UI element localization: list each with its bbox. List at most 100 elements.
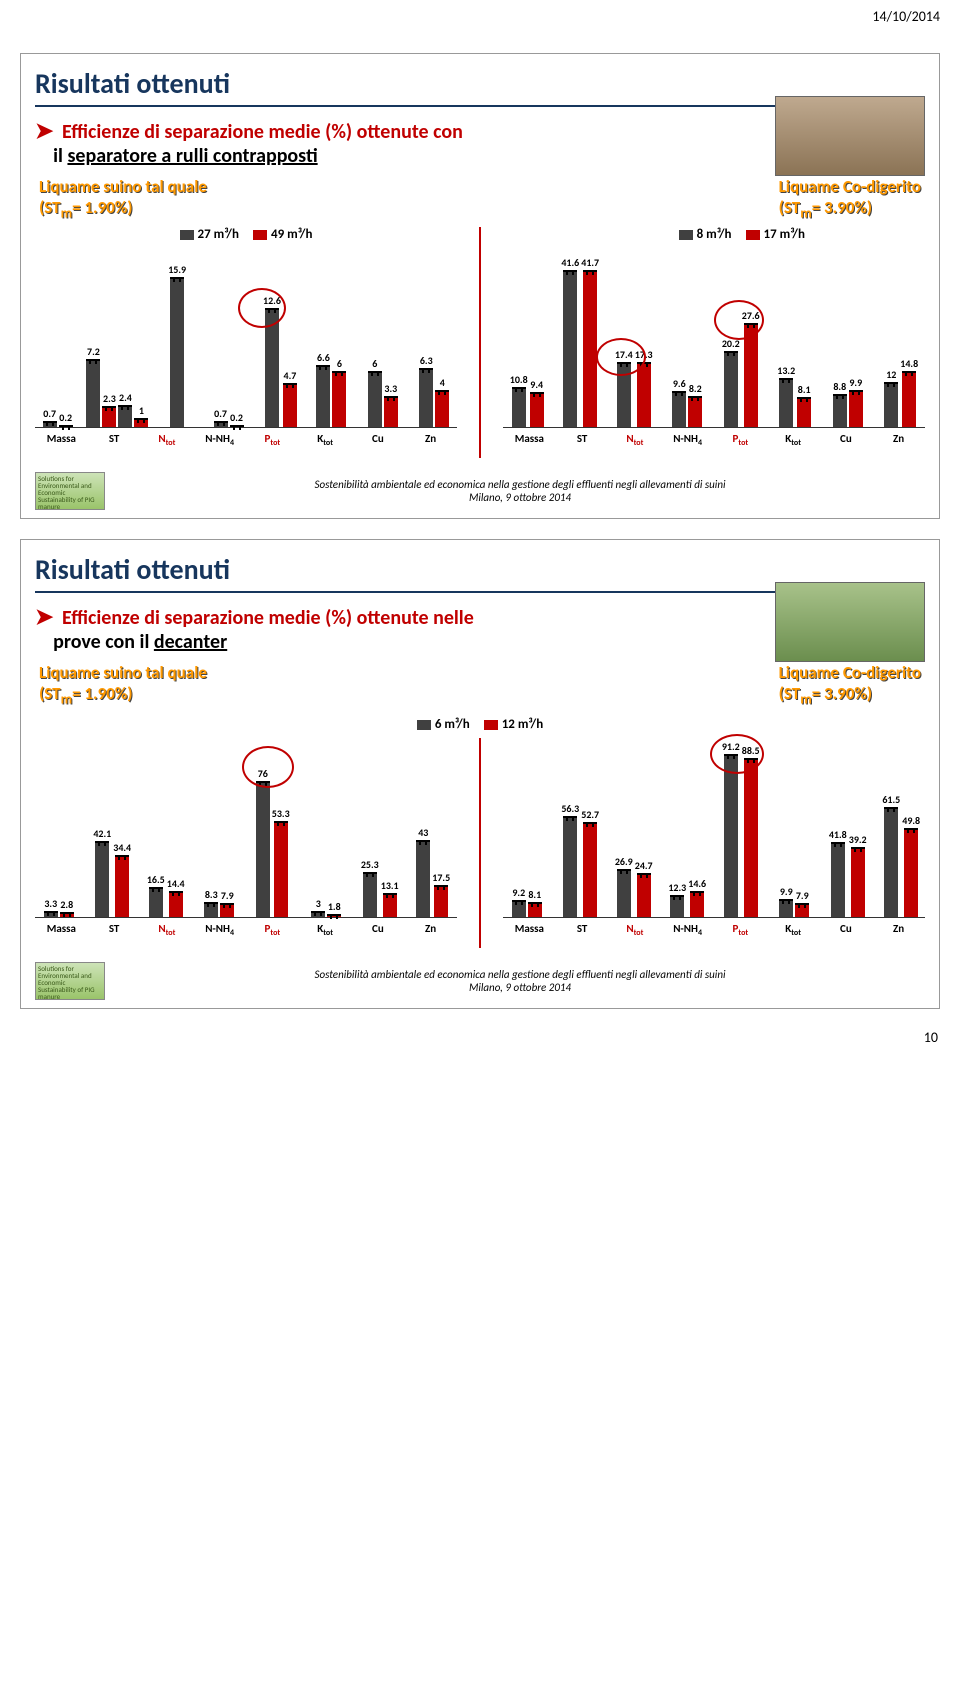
bar-group: 41.839.2 [824,737,872,917]
category-label: Cu [820,432,873,448]
category-label: Cu [352,922,405,938]
slide1-right-legend: 8 m³/h17 m³/h [503,227,925,242]
category-label: Ktot [299,432,352,448]
subtitle-red: Efficienze di separazione medie (%) otte… [62,120,463,144]
bar-group: 12.64.7 [257,247,302,427]
bar: 39.2 [849,833,867,917]
category-label: ST [88,922,141,938]
bar: 0.7 [214,407,228,428]
category-label: Ntot [609,922,662,938]
bar: 14.4 [167,877,185,917]
bullet-arrow-icon: ➤ [35,117,53,144]
bar: 43 [416,826,430,917]
category-label: Zn [872,922,925,938]
bar: 7.2 [86,345,100,427]
bar: 8.2 [688,382,702,427]
category-label: N-NH4 [661,922,714,938]
bar: 12 [884,368,898,427]
bar-group: 6.66 [309,247,354,427]
subtitle-red: Efficienze di separazione medie (%) otte… [62,606,474,630]
bar: 34.4 [113,841,131,917]
bar-group: 12.314.6 [664,737,712,917]
bar: 6.6 [316,351,330,427]
bar: 2.4 [118,391,132,428]
bar: 8.3 [204,888,218,917]
bar: 20.2 [722,337,740,427]
slide-2: Risultati ottenuti ➤ Efficienze di separ… [20,539,940,1008]
bar: 10.8 [510,373,528,428]
bar: 7.9 [795,889,809,917]
bar-group: 17.417.3 [610,247,658,427]
bar: 8.1 [528,888,542,916]
bar: 2.3 [102,392,116,428]
category-label: Ktot [299,922,352,938]
slide-footer: Solutions for Environmental and Economic… [35,962,925,1000]
bar: 3.3 [384,382,398,427]
category-label: Zn [872,432,925,448]
category-label: Cu [820,922,873,938]
bar: 4.7 [283,369,297,427]
category-label: Ntot [141,432,194,448]
category-label: Ntot [609,432,662,448]
category-label: Ktot [767,922,820,938]
slide2-chart-left: 3.32.842.134.416.514.48.37.97653.331.825… [35,738,457,948]
bar: 41.8 [829,828,847,917]
bar: 3.3 [44,897,58,917]
bar-group: 4317.5 [410,737,458,917]
bar: 12.3 [668,881,686,917]
bar-group: 9.68.2 [664,247,712,427]
category-label: Massa [503,432,556,448]
category-label: N-NH4 [661,432,714,448]
slide2-chart-right: 9.28.156.352.726.924.712.314.691.288.59.… [503,738,925,948]
bar-group: 91.288.5 [717,737,765,917]
category-label: ST [556,922,609,938]
footer-logo: Solutions for Environmental and Economic… [35,962,105,1000]
bar: 3 [311,897,325,916]
bar-group: 6.34 [412,247,457,427]
category-label: N-NH4 [193,432,246,448]
bar: 27.6 [742,309,760,427]
bar: 0.2 [230,411,244,427]
bar-group: 3.32.8 [35,737,83,917]
bar: 8.8 [833,380,847,427]
bar-group: 16.514.4 [142,737,190,917]
category-label: Zn [404,922,457,938]
bar: 1.8 [327,900,341,917]
bar-group: 25.313.1 [356,737,404,917]
bar: 6.3 [419,354,433,428]
bar: 4 [435,376,449,428]
bar: 8.1 [797,383,811,428]
page-date: 14/10/2014 [0,0,960,33]
footer-logo: Solutions for Environmental and Economic… [35,472,105,510]
category-label: Massa [35,922,88,938]
bar: 76 [256,767,270,917]
bar-group: 9.28.1 [503,737,551,917]
footer-text: Sostenibilità ambientale ed economica ne… [115,478,925,504]
bar: 14.8 [900,357,918,427]
slide-footer: Solutions for Environmental and Economic… [35,472,925,510]
bar-group: 15.9 [154,247,199,427]
bar: 56.3 [561,802,579,917]
bar-group: 9.97.9 [771,737,819,917]
slide2-left-label: Liquame suino tal quale(STm= 1.90%) [35,660,211,709]
bar: 17.5 [432,871,450,916]
bar: 16.5 [147,873,165,917]
slide2-right-label: Liquame Co-digerito(STm= 3.90%) [775,660,925,709]
bar: 17.3 [635,348,653,427]
category-label: Ktot [767,432,820,448]
footer-text: Sostenibilità ambientale ed economica ne… [115,968,925,994]
bar: 88.5 [742,744,760,916]
bar: 9.6 [672,377,686,427]
bar-group: 31.8 [303,737,351,917]
chart-divider [479,738,481,948]
bar: 9.2 [512,886,526,916]
bar: 61.5 [882,793,900,917]
bar-group: 20.227.6 [717,247,765,427]
bar-group: 26.924.7 [610,737,658,917]
slide1-left-legend: 27 m³/h49 m³/h [35,227,457,242]
category-label: Ntot [141,922,194,938]
bar: 2.8 [60,898,74,917]
bar: 13.2 [777,364,795,428]
bar-group: 41.641.7 [557,247,605,427]
bar: 7.9 [220,889,234,917]
